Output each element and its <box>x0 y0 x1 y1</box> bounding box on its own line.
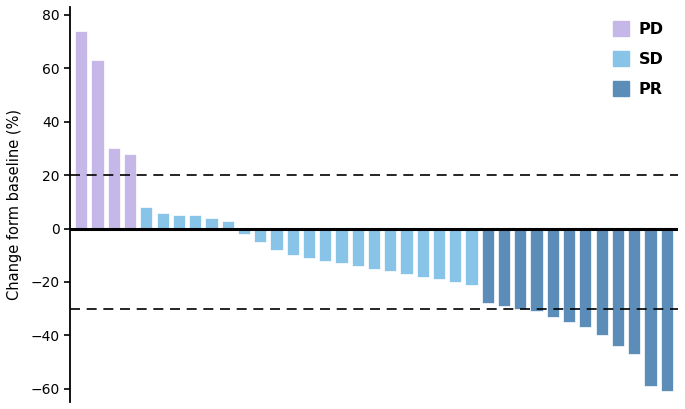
Bar <box>433 229 445 279</box>
Bar <box>271 229 282 250</box>
Bar <box>206 218 218 229</box>
Bar <box>416 229 429 276</box>
Bar <box>498 229 510 306</box>
Bar <box>384 229 397 271</box>
Bar <box>221 220 234 229</box>
Bar <box>595 229 608 335</box>
Bar <box>336 229 347 263</box>
Bar <box>351 229 364 266</box>
Bar <box>108 148 120 229</box>
Bar <box>580 229 591 327</box>
Bar <box>628 229 640 354</box>
Bar <box>563 229 575 322</box>
Bar <box>319 229 332 261</box>
Bar <box>75 31 88 229</box>
Bar <box>530 229 543 311</box>
Bar <box>286 229 299 255</box>
Bar <box>254 229 266 242</box>
Bar <box>547 229 559 317</box>
Bar <box>140 207 153 229</box>
Bar <box>612 229 624 346</box>
Legend: PD, SD, PR: PD, SD, PR <box>607 15 670 103</box>
Bar <box>173 215 185 229</box>
Bar <box>466 229 477 285</box>
Bar <box>645 229 656 386</box>
Bar <box>92 61 103 229</box>
Bar <box>238 229 250 234</box>
Bar <box>660 229 673 391</box>
Bar <box>157 213 169 229</box>
Bar <box>482 229 494 303</box>
Bar <box>303 229 315 258</box>
Bar <box>189 215 201 229</box>
Bar <box>514 229 527 309</box>
Bar <box>368 229 380 269</box>
Bar <box>449 229 462 282</box>
Bar <box>124 154 136 229</box>
Bar <box>401 229 412 274</box>
Y-axis label: Change form baseline (%): Change form baseline (%) <box>7 109 22 300</box>
